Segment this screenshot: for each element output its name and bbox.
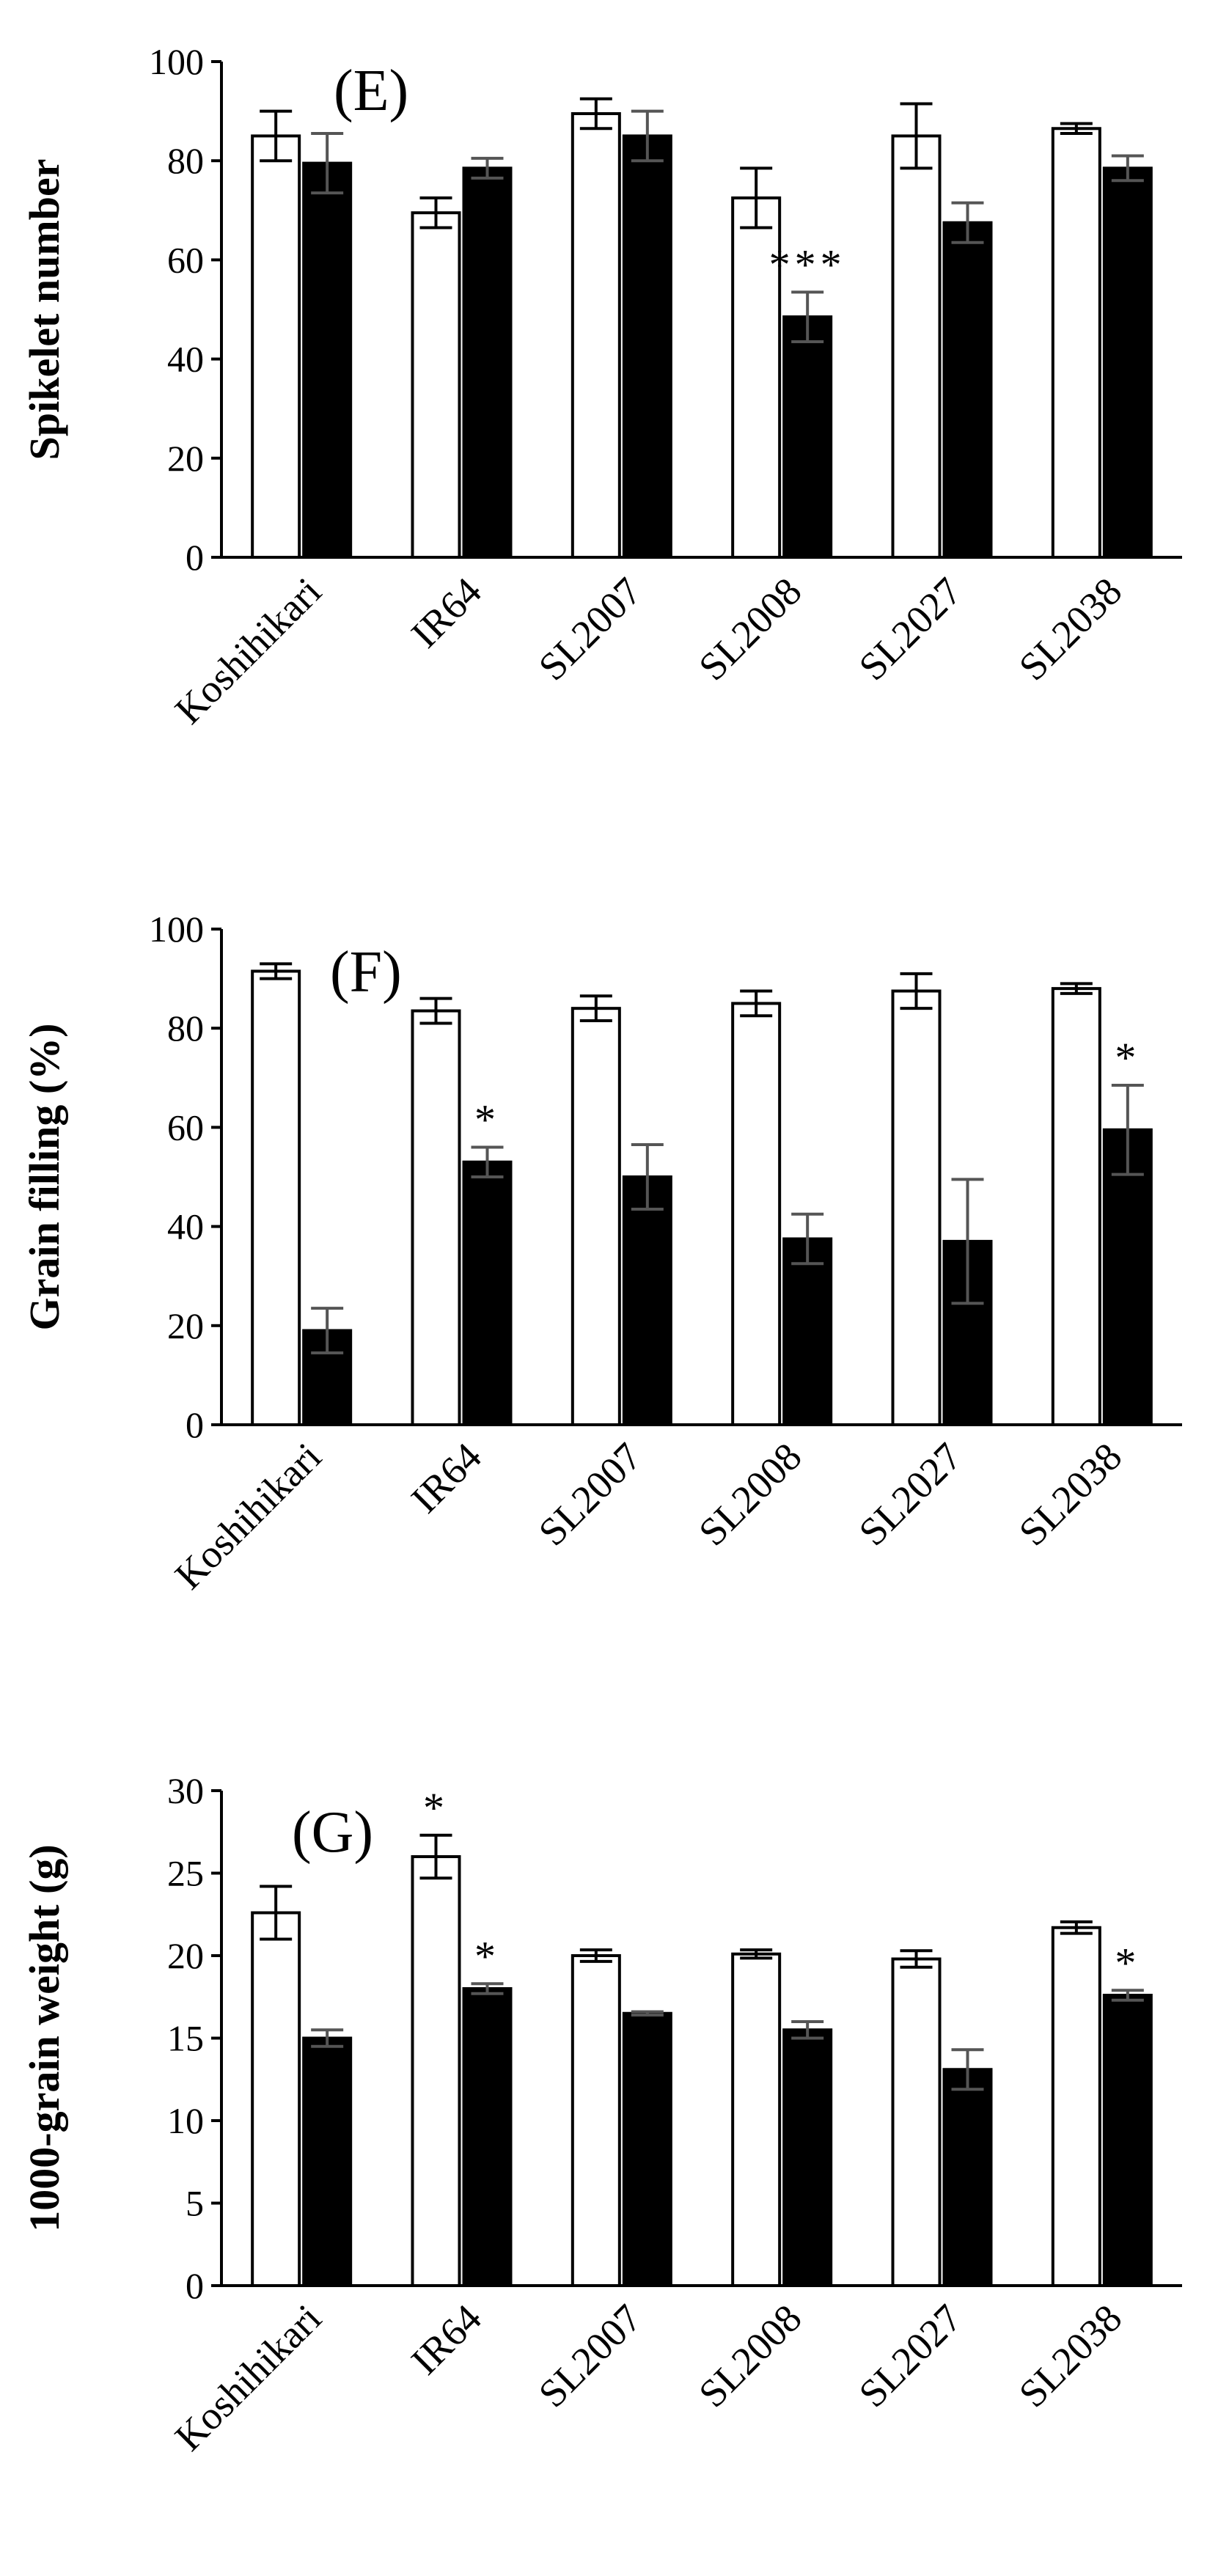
treatment-bar-sl2008 (782, 2028, 833, 2287)
category-label: Koshihikari (166, 1434, 330, 1598)
y-tick-label: 0 (186, 2265, 204, 2306)
category-label: IR64 (403, 569, 490, 656)
treatment-bar-sl2007 (622, 2011, 672, 2287)
panel-label: (F) (330, 940, 402, 1005)
treatment-bar-sl2027 (942, 2068, 993, 2287)
treatment-bar-sl2007 (622, 134, 672, 559)
y-tick-label: 80 (167, 1008, 204, 1049)
significance-marker: * (1115, 1939, 1140, 1986)
y-tick-label: 5 (186, 2183, 204, 2224)
panel-label: (G) (292, 1800, 373, 1865)
treatment-bar-sl2007 (622, 1175, 672, 1426)
control-bar-sl2007 (571, 1007, 621, 1427)
control-bar-koshihikari (251, 1911, 301, 2287)
control-bar-sl2008 (731, 196, 782, 559)
control-bar-sl2038 (1051, 127, 1101, 559)
control-bar-sl2007 (571, 111, 621, 559)
category-label: SL2008 (690, 2296, 810, 2415)
significance-marker: *** (769, 241, 846, 288)
category-label: IR64 (403, 1434, 490, 1522)
control-bar-sl2008 (731, 1952, 782, 2287)
y-tick-label: 100 (149, 909, 204, 950)
treatment-bar-sl2027 (942, 221, 993, 559)
control-bar-ir64 (411, 211, 461, 559)
panel-label: (E) (334, 59, 408, 123)
y-tick-label: 100 (149, 41, 204, 82)
control-bar-sl2027 (891, 989, 942, 1426)
control-bar-sl2007 (571, 1954, 621, 2287)
significance-marker: * (474, 1096, 500, 1143)
treatment-bar-sl2008 (782, 315, 833, 559)
control-bar-sl2038 (1051, 987, 1101, 1426)
category-label: SL2038 (1010, 2296, 1130, 2415)
treatment-bar-sl2038 (1102, 166, 1153, 559)
y-tick-label: 40 (167, 1206, 204, 1247)
control-bar-ir64 (411, 1009, 461, 1427)
treatment-bar-sl2008 (782, 1237, 833, 1426)
category-label: IR64 (403, 2296, 490, 2383)
y-tick-label: 10 (167, 2100, 204, 2141)
treatment-bar-ir64 (462, 166, 513, 559)
treatment-bar-sl2038 (1102, 1994, 1153, 2287)
control-bar-koshihikari (251, 969, 301, 1426)
treatment-bar-ir64 (462, 1160, 513, 1426)
y-axis-title: Spikelet number (21, 159, 68, 460)
control-bar-ir64 (411, 1855, 461, 2287)
y-tick-label: 80 (167, 140, 204, 181)
y-tick-label: 20 (167, 1935, 204, 1976)
y-tick-label: 0 (186, 1404, 204, 1445)
category-label: SL2027 (851, 2296, 970, 2415)
treatment-bar-koshihikari (302, 161, 353, 559)
category-label: SL2038 (1010, 1434, 1130, 1554)
control-bar-sl2038 (1051, 1926, 1101, 2287)
y-tick-label: 30 (167, 1770, 204, 1811)
category-label: SL2038 (1010, 569, 1130, 689)
significance-marker: * (474, 1932, 500, 1980)
y-tick-label: 0 (186, 537, 204, 578)
significance-marker: * (423, 1784, 449, 1832)
y-axis-title: 1000-grain weight (g) (21, 1844, 68, 2231)
control-bar-sl2027 (891, 1957, 942, 2287)
category-label: Koshihikari (166, 2296, 330, 2459)
treatment-bar-koshihikari (302, 2036, 353, 2287)
treatment-bar-ir64 (462, 1987, 513, 2287)
y-tick-label: 40 (167, 339, 204, 380)
category-label: SL2027 (851, 1434, 970, 1554)
y-axis-title: Grain filling (%) (21, 1024, 68, 1331)
control-bar-koshihikari (251, 134, 301, 559)
control-bar-sl2027 (891, 134, 942, 559)
significance-marker: * (1115, 1034, 1140, 1082)
y-tick-label: 15 (167, 2018, 204, 2059)
y-tick-label: 20 (167, 438, 204, 479)
category-label: SL2007 (530, 1434, 650, 1554)
y-tick-label: 60 (167, 239, 204, 280)
category-label: SL2007 (530, 2296, 650, 2415)
category-label: SL2008 (690, 1434, 810, 1554)
category-label: SL2008 (690, 569, 810, 689)
category-label: SL2027 (851, 569, 970, 689)
category-label: SL2007 (530, 569, 650, 689)
treatment-bar-sl2038 (1102, 1128, 1153, 1427)
category-label: Koshihikari (166, 569, 330, 733)
y-tick-label: 20 (167, 1305, 204, 1346)
control-bar-sl2008 (731, 1002, 782, 1426)
y-tick-label: 25 (167, 1853, 204, 1894)
y-tick-label: 60 (167, 1107, 204, 1148)
